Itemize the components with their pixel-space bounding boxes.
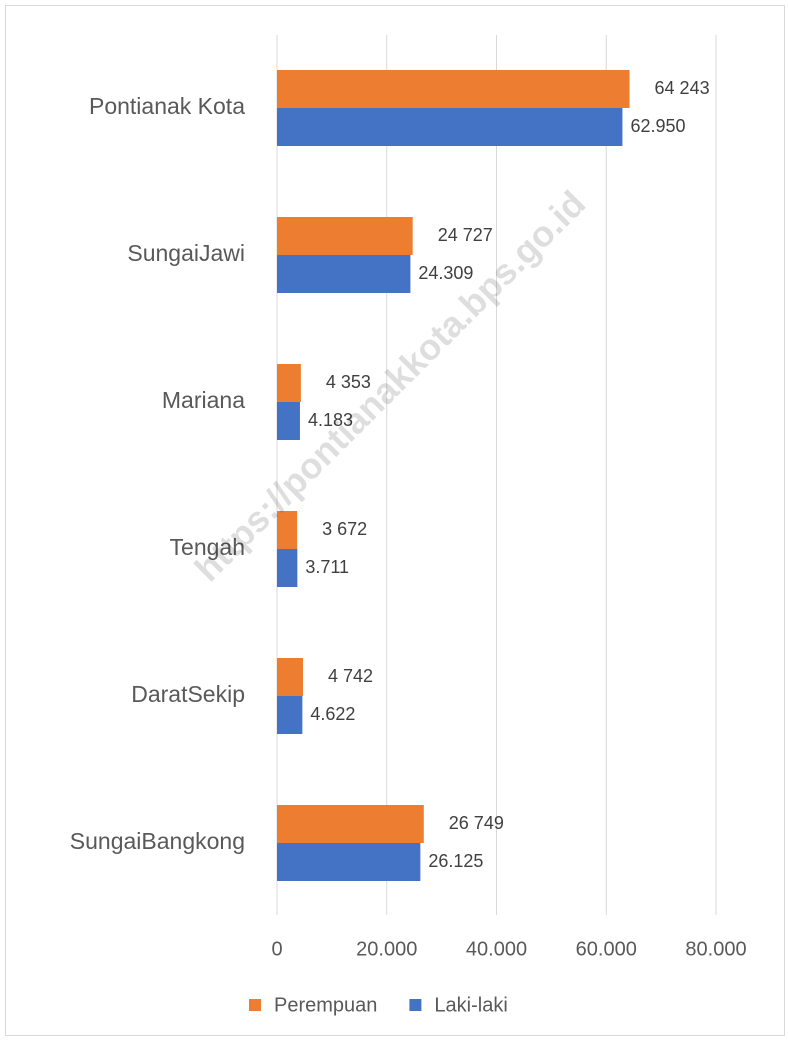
value-label: 26.125 [428, 851, 483, 871]
category-label: Mariana [162, 387, 245, 413]
value-label: 64 243 [655, 78, 710, 98]
x-tick-label: 60.000 [576, 938, 637, 960]
bar [277, 217, 413, 255]
value-label: 62.950 [630, 116, 685, 136]
legend-swatch [249, 999, 261, 1011]
category-label: SungaiJawi [127, 240, 245, 266]
category-label: SungaiBangkong [70, 828, 245, 854]
legend-label: Perempuan [274, 994, 377, 1016]
bar [277, 108, 623, 146]
x-tick-label: 80.000 [685, 938, 746, 960]
value-label: 24 727 [438, 225, 493, 245]
bar [277, 255, 411, 293]
category-label: DaratSekip [131, 681, 245, 707]
category-label: Tengah [170, 534, 245, 560]
value-label: 26 749 [449, 813, 504, 833]
value-label: 4.622 [310, 704, 355, 724]
bar [277, 805, 424, 843]
bar [277, 70, 630, 108]
bar [277, 549, 298, 587]
value-label: 4 742 [328, 666, 373, 686]
bar [277, 364, 301, 402]
bar [277, 402, 300, 440]
bar [277, 696, 303, 734]
legend-swatch [409, 999, 422, 1011]
x-tick-label: 20.000 [356, 938, 417, 960]
legend-label: Laki-laki [434, 994, 507, 1016]
bar [277, 511, 298, 549]
bar [277, 843, 421, 881]
x-tick-label: 0 [271, 938, 282, 960]
value-label: 3.711 [305, 557, 349, 577]
value-label: 4.183 [308, 410, 353, 430]
value-label: 4 353 [326, 372, 371, 392]
x-tick-label: 40.000 [466, 938, 527, 960]
value-label: 3 672 [322, 519, 367, 539]
category-label: Pontianak Kota [89, 93, 245, 119]
bar [277, 658, 304, 696]
value-label: 24.309 [418, 263, 473, 283]
